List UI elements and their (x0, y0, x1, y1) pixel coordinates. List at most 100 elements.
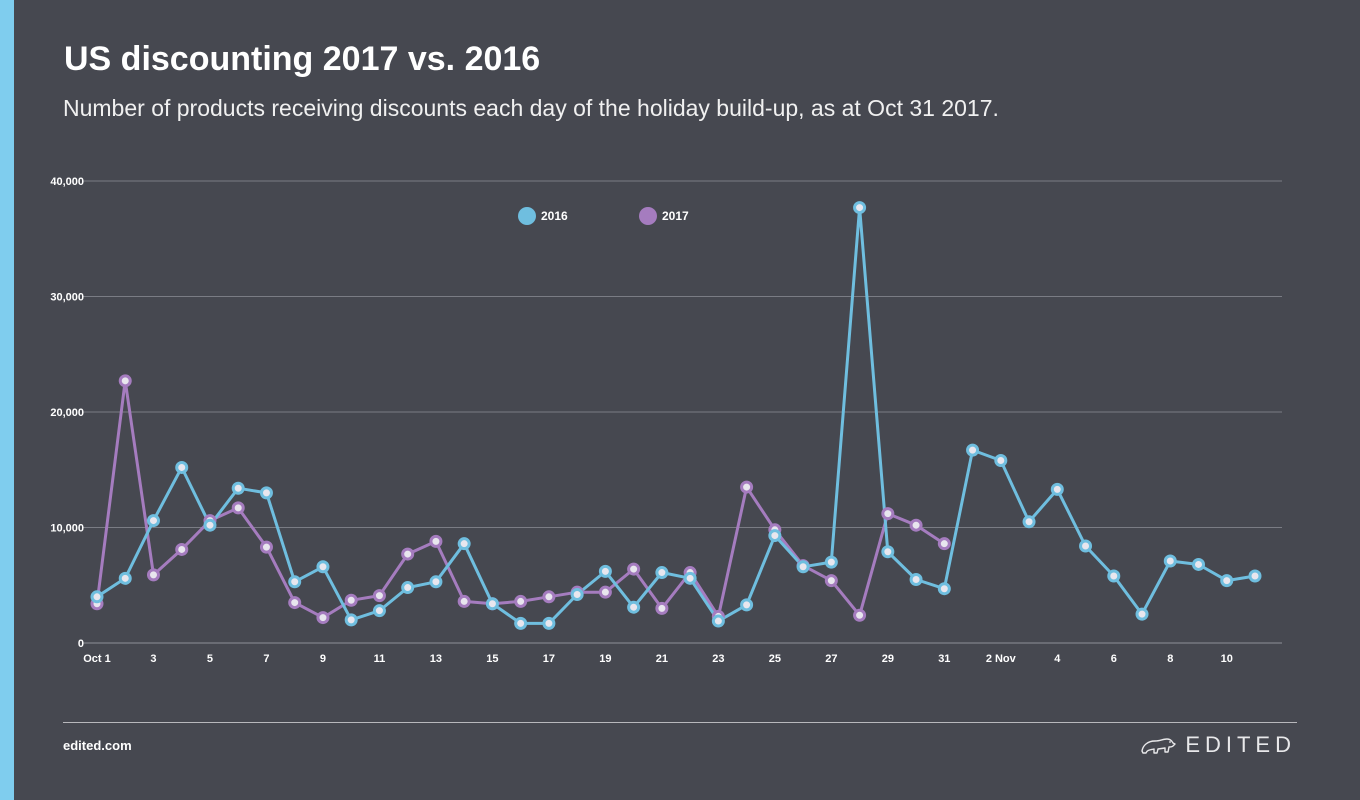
data-point-2016 (146, 514, 160, 528)
brand-name: EDITED (1185, 732, 1296, 757)
y-tick-label: 0 (78, 638, 84, 650)
data-point-2016 (288, 575, 302, 589)
data-point-2016 (485, 597, 499, 611)
data-point-2017 (853, 608, 867, 622)
series-lines (95, 206, 1257, 625)
x-tick-label: 19 (599, 653, 611, 665)
line-chart: 0 10,000 20,000 30,000 40,000 Oct 1 3 5 7 9 11 13 1… (50, 176, 1282, 665)
page-subtitle: Number of products receiving discounts e… (63, 95, 999, 121)
data-point-2016 (175, 460, 189, 474)
data-point-2016 (909, 572, 923, 586)
x-tick-label: Oct 1 (83, 653, 111, 665)
data-point-2016 (514, 616, 528, 630)
x-tick-label: 10 (1221, 653, 1233, 665)
x-tick-label: 29 (882, 653, 894, 665)
brand-logo: EDITED (1139, 732, 1296, 758)
chart-grid (83, 180, 1282, 644)
data-point-2016 (1022, 515, 1036, 529)
data-point-2016 (853, 201, 867, 215)
data-point-2016 (203, 518, 217, 532)
data-point-2016 (740, 598, 754, 612)
x-tick-label: 13 (430, 653, 442, 665)
data-point-2016 (796, 560, 810, 574)
x-tick-label: 7 (263, 653, 269, 665)
page-title: US discounting 2017 vs. 2016 (64, 40, 541, 78)
data-point-2016 (1135, 607, 1149, 621)
data-point-2016 (1248, 569, 1262, 583)
data-point-2016 (429, 575, 443, 589)
data-point-2017 (316, 611, 330, 625)
data-point-2017 (824, 574, 838, 588)
data-point-2017 (429, 534, 443, 548)
data-point-2016 (994, 454, 1008, 468)
data-point-2016 (1107, 569, 1121, 583)
data-point-2016 (570, 587, 584, 601)
data-point-2017 (401, 547, 415, 561)
data-point-2017 (881, 507, 895, 521)
data-point-2016 (768, 529, 782, 543)
data-point-2016 (344, 613, 358, 627)
legend-swatch-2017 (639, 207, 657, 225)
x-tick-label: 25 (769, 653, 781, 665)
polar-bear-icon (1141, 738, 1177, 754)
y-axis: 0 10,000 20,000 30,000 40,000 (50, 176, 84, 650)
y-tick-label: 40,000 (50, 176, 84, 188)
data-point-2016 (231, 481, 245, 495)
data-point-2016 (1079, 539, 1093, 553)
data-point-2016 (1163, 554, 1177, 568)
data-point-2016 (655, 566, 669, 580)
chart-legend: 2016 2017 (518, 207, 689, 225)
data-point-2017 (146, 568, 160, 582)
data-point-2017 (231, 501, 245, 515)
x-tick-label: 3 (150, 653, 156, 665)
series-line-2016 (95, 206, 1257, 625)
x-tick-label: 17 (543, 653, 555, 665)
data-point-2017 (627, 562, 641, 576)
data-point-2016 (118, 571, 132, 585)
legend-label-2016: 2016 (541, 209, 568, 223)
x-tick-label: 6 (1111, 653, 1117, 665)
y-tick-label: 10,000 (50, 523, 84, 535)
legend-label-2017: 2017 (662, 209, 689, 223)
data-point-2016 (259, 486, 273, 500)
x-tick-label: 23 (712, 653, 724, 665)
data-point-2017 (259, 540, 273, 554)
series-points (90, 201, 1262, 630)
data-point-2016 (711, 614, 725, 628)
legend-swatch-2016 (518, 207, 536, 225)
data-point-2017 (175, 542, 189, 556)
data-point-2017 (542, 590, 556, 604)
data-point-2016 (90, 590, 104, 604)
x-tick-label: 5 (207, 653, 213, 665)
data-point-2017 (909, 518, 923, 532)
data-point-2016 (372, 604, 386, 618)
x-tick-label: 21 (656, 653, 668, 665)
footer-url: edited.com (63, 738, 132, 753)
data-point-2016 (627, 600, 641, 614)
x-tick-label: 27 (825, 653, 837, 665)
x-tick-label: 31 (938, 653, 950, 665)
y-tick-label: 30,000 (50, 292, 84, 304)
accent-bar (0, 0, 14, 800)
data-point-2016 (1050, 482, 1064, 496)
data-point-2016 (683, 571, 697, 585)
data-point-2017 (598, 585, 612, 599)
data-point-2017 (288, 596, 302, 610)
y-tick-label: 20,000 (50, 407, 84, 419)
data-point-2017 (655, 601, 669, 615)
footer-divider (63, 722, 1297, 723)
data-point-2016 (1192, 557, 1206, 571)
data-point-2016 (457, 537, 471, 551)
x-tick-label: 15 (486, 653, 498, 665)
x-tick-label: 11 (374, 653, 386, 665)
data-point-2017 (514, 594, 528, 608)
x-tick-label: 4 (1054, 653, 1061, 665)
data-point-2016 (881, 545, 895, 559)
x-tick-label: 8 (1167, 653, 1173, 665)
series-line-2017 (95, 379, 946, 620)
data-point-2017 (118, 374, 132, 388)
x-tick-label: 9 (320, 653, 326, 665)
data-point-2016 (937, 582, 951, 596)
data-point-2016 (542, 616, 556, 630)
data-point-2017 (740, 480, 754, 494)
